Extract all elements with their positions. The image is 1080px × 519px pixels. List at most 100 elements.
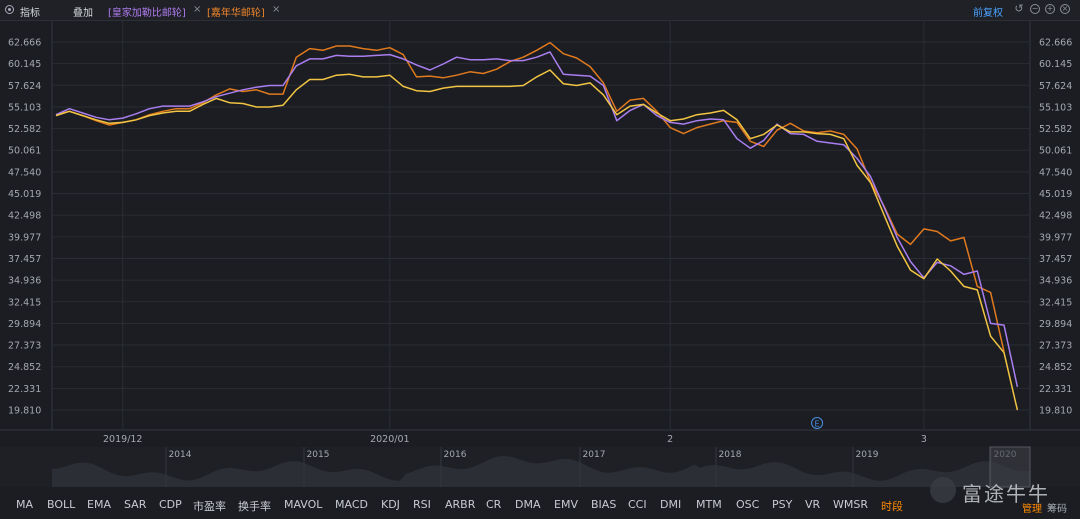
- y-tick-label: 42.498: [8, 211, 41, 222]
- close-tab-icon[interactable]: ×: [272, 4, 281, 15]
- y-tick-label: 19.810: [8, 406, 41, 417]
- y-tick-label: 24.852: [1039, 362, 1072, 373]
- indicator-tab-9[interactable]: KDJ: [381, 498, 400, 511]
- overlay-tab-royal-caribbean[interactable]: [皇家加勒比邮轮]: [108, 8, 186, 19]
- overlay-button[interactable]: 叠加: [73, 8, 93, 19]
- indicator-tab-1[interactable]: BOLL: [47, 498, 76, 511]
- zoom-in-icon[interactable]: +: [1045, 4, 1055, 14]
- series-line-0: [55, 41, 1005, 352]
- indicator-tab-17[interactable]: DMI: [660, 498, 682, 511]
- y-tick-label: 62.666: [8, 38, 41, 49]
- x-tick-label: 3: [921, 434, 927, 445]
- series-line-1: [55, 51, 1019, 388]
- indicator-tab-15[interactable]: BIAS: [591, 498, 617, 511]
- y-tick-label: 32.415: [1039, 297, 1072, 308]
- y-tick-label: 24.852: [8, 362, 41, 373]
- y-tick-label: 50.061: [1039, 146, 1072, 157]
- indicator-tab-18[interactable]: MTM: [696, 498, 722, 511]
- x-tick-label: 2019/12: [103, 434, 142, 445]
- y-axis-right: 62.666 60.145 57.624 55.103 52.582 50.061 47.5…: [1039, 38, 1072, 417]
- y-tick-label: 29.894: [8, 319, 41, 330]
- chips-button[interactable]: 筹码: [1047, 504, 1067, 515]
- series-line-2: [55, 69, 1019, 411]
- indicator-tab-4[interactable]: CDP: [159, 498, 182, 511]
- y-axis-left: 62.666 60.145 57.624 55.103 52.582 50.061 47.5…: [8, 38, 41, 417]
- chart-grid: [0, 20, 1080, 431]
- futu-logo: 富途牛牛: [930, 475, 1070, 506]
- indicator-tab-8[interactable]: MACD: [335, 498, 368, 511]
- y-tick-label: 39.977: [1039, 232, 1072, 243]
- indicator-tab-12[interactable]: CR: [486, 498, 502, 511]
- y-tick-label: 47.540: [8, 167, 41, 178]
- x-axis: 2019/12 2020/01 2 3 E: [103, 417, 927, 445]
- y-tick-label: 57.624: [8, 81, 41, 92]
- event-marker-label: E: [815, 420, 820, 429]
- y-tick-label: 27.373: [1039, 341, 1072, 352]
- y-tick-label: 34.936: [8, 276, 41, 287]
- indicator-tab-6[interactable]: 换手率: [238, 500, 271, 513]
- indicator-tab-2[interactable]: EMA: [87, 498, 111, 511]
- navigator-year-label: 2015: [307, 450, 330, 460]
- y-tick-label: 60.145: [8, 59, 41, 70]
- y-tick-label: 19.810: [1039, 406, 1072, 417]
- indicator-tab-5[interactable]: 市盈率: [193, 500, 226, 513]
- indicator-tab-19[interactable]: OSC: [736, 498, 760, 511]
- indicator-tab-10[interactable]: RSI: [413, 498, 431, 511]
- indicator-tab-22[interactable]: WMSR: [833, 498, 868, 511]
- y-tick-label: 22.331: [1039, 384, 1072, 395]
- indicator-button[interactable]: 指标: [20, 8, 40, 19]
- close-icon[interactable]: ×: [1060, 4, 1070, 14]
- indicator-tab-21[interactable]: VR: [805, 498, 821, 511]
- y-tick-label: 29.894: [1039, 319, 1072, 330]
- chart-toolbar: 指标 叠加 [皇家加勒比邮轮] × [嘉年华邮轮] × 前复权 ↺ − + ×: [0, 0, 1080, 21]
- indicator-tab-7[interactable]: MAVOL: [284, 498, 323, 511]
- manage-button[interactable]: 管理: [1022, 504, 1042, 515]
- indicator-tab-20[interactable]: PSY: [772, 498, 793, 511]
- indicator-tab-14[interactable]: EMV: [554, 498, 578, 511]
- indicator-tab-13[interactable]: DMA: [515, 498, 541, 511]
- y-tick-label: 34.936: [1039, 276, 1072, 287]
- y-tick-label: 55.103: [8, 102, 41, 113]
- indicator-tab-3[interactable]: SAR: [124, 498, 147, 511]
- navigator-year-label: 2014: [169, 450, 192, 460]
- y-tick-label: 22.331: [8, 384, 41, 395]
- y-tick-label: 39.977: [8, 232, 41, 243]
- y-tick-label: 55.103: [1039, 102, 1072, 113]
- y-tick-label: 52.582: [1039, 124, 1072, 135]
- y-tick-label: 50.061: [8, 146, 41, 157]
- indicator-tab-0[interactable]: MA: [16, 498, 34, 511]
- navigator-year-label: 2016: [444, 450, 467, 460]
- close-tab-icon[interactable]: ×: [193, 4, 202, 15]
- indicator-tab-23[interactable]: 时段: [881, 500, 903, 513]
- y-tick-label: 45.019: [1039, 189, 1072, 200]
- y-tick-label: 62.666: [1039, 38, 1072, 49]
- y-tick-label: 45.019: [8, 189, 41, 200]
- logo-icon: [930, 477, 956, 503]
- y-tick-label: 47.540: [1039, 167, 1072, 178]
- y-tick-label: 32.415: [8, 297, 41, 308]
- y-tick-label: 57.624: [1039, 81, 1072, 92]
- navigator-window[interactable]: [989, 446, 1031, 488]
- logo-text: 富途牛牛: [962, 482, 1050, 506]
- y-tick-label: 52.582: [8, 124, 41, 135]
- indicator-tab-11[interactable]: ARBR: [445, 498, 476, 511]
- indicator-bar: MA BOLL EMA SAR CDP 市盈率 换手率 MAVOL MACD KDJ RSI ARBR…: [0, 490, 1080, 519]
- event-marker-icon: [811, 417, 824, 429]
- navigator-year-label: 2018: [719, 450, 742, 460]
- price-chart[interactable]: 62.666 60.145 57.624 55.103 52.582 50.061 47.5…: [0, 20, 1080, 490]
- y-tick-label: 60.145: [1039, 59, 1072, 70]
- time-navigator: 2014201520162017201820192020: [0, 446, 1080, 488]
- overlay-tab-carnival[interactable]: [嘉年华邮轮]: [207, 8, 265, 19]
- chart-series: [55, 41, 1019, 411]
- navigator-year-label: 2017: [583, 450, 606, 460]
- y-tick-label: 27.373: [8, 341, 41, 352]
- navigator-area: [52, 456, 1030, 487]
- y-tick-label: 37.457: [8, 254, 41, 265]
- x-tick-label: 2020/01: [370, 434, 409, 445]
- y-tick-label: 42.498: [1039, 211, 1072, 222]
- adjust-mode-button[interactable]: 前复权: [973, 8, 1003, 19]
- indicator-icon[interactable]: [5, 5, 14, 14]
- zoom-out-icon[interactable]: −: [1030, 4, 1040, 14]
- indicator-tab-16[interactable]: CCI: [628, 498, 647, 511]
- undo-icon[interactable]: ↺: [1014, 2, 1024, 15]
